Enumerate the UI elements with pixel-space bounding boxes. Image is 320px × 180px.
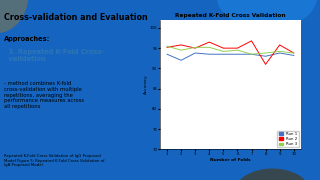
Text: 3. Repeated K-Fold Cross-
  validation: 3. Repeated K-Fold Cross- validation bbox=[4, 49, 104, 62]
Text: Approaches:: Approaches: bbox=[4, 36, 51, 42]
Circle shape bbox=[217, 0, 316, 29]
Y-axis label: Accuracy: Accuracy bbox=[144, 75, 148, 95]
Text: Cross-validation and Evaluation: Cross-validation and Evaluation bbox=[4, 13, 148, 22]
Legend: Run 1, Run 2, Run 3: Run 1, Run 2, Run 3 bbox=[277, 131, 299, 147]
Text: - method combines K-fold
cross-validation with multiple
repetitions, averaging t: - method combines K-fold cross-validatio… bbox=[4, 81, 84, 109]
Circle shape bbox=[234, 169, 311, 180]
Text: Repeated K-Fold Cross Validation of IgG Proposed
Model Figure 5: Repeated K-Fold: Repeated K-Fold Cross Validation of IgG … bbox=[4, 154, 105, 167]
Title: Repeated K-Fold Cross Validation: Repeated K-Fold Cross Validation bbox=[175, 13, 286, 18]
X-axis label: Number of Folds: Number of Folds bbox=[210, 158, 251, 162]
Circle shape bbox=[0, 0, 28, 32]
